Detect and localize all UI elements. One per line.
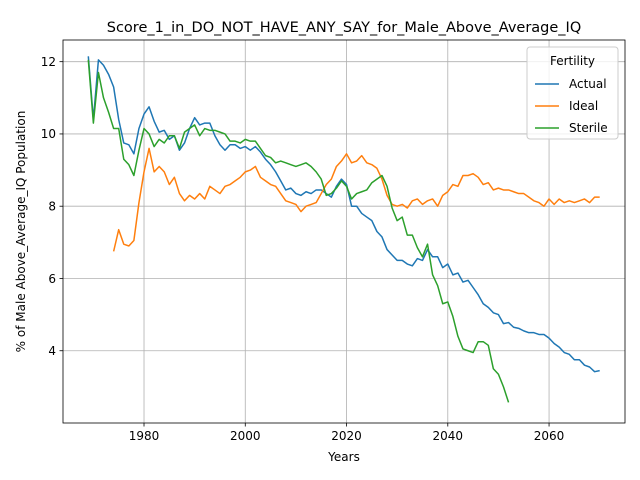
y-axis-label: % of Male Above_Average_IQ Population <box>14 111 28 353</box>
y-tick-label: 10 <box>41 127 56 141</box>
y-axis: 4 6 8 10 12 <box>41 55 63 358</box>
x-tick-label: 1980 <box>129 429 160 443</box>
x-tick-label: 2040 <box>433 429 464 443</box>
legend-entry-sterile: Sterile <box>569 121 608 135</box>
legend: Fertility Actual Ideal Sterile <box>526 46 619 140</box>
series-lines <box>87 56 600 403</box>
y-tick-label: 8 <box>48 200 56 214</box>
legend-entry-ideal: Ideal <box>569 99 598 113</box>
x-tick-label: 2060 <box>534 429 565 443</box>
y-tick-label: 12 <box>41 55 56 69</box>
x-axis: 1980 2000 2020 2040 2060 <box>129 423 565 443</box>
x-axis-label: Years <box>327 450 360 464</box>
series-line-ideal <box>112 147 600 252</box>
x-tick-label: 2000 <box>230 429 261 443</box>
plot-frame <box>62 39 626 424</box>
y-tick-label: 4 <box>48 344 56 358</box>
chart-title: Score_1_in_DO_NOT_HAVE_ANY_SAY_for_Male_… <box>107 20 582 36</box>
legend-title: Fertility <box>550 54 595 68</box>
legend-entry-actual: Actual <box>569 77 607 91</box>
legend-frame <box>526 46 619 140</box>
x-tick-label: 2020 <box>331 429 362 443</box>
y-tick-label: 6 <box>48 272 56 286</box>
series-line-sterile <box>87 59 510 403</box>
